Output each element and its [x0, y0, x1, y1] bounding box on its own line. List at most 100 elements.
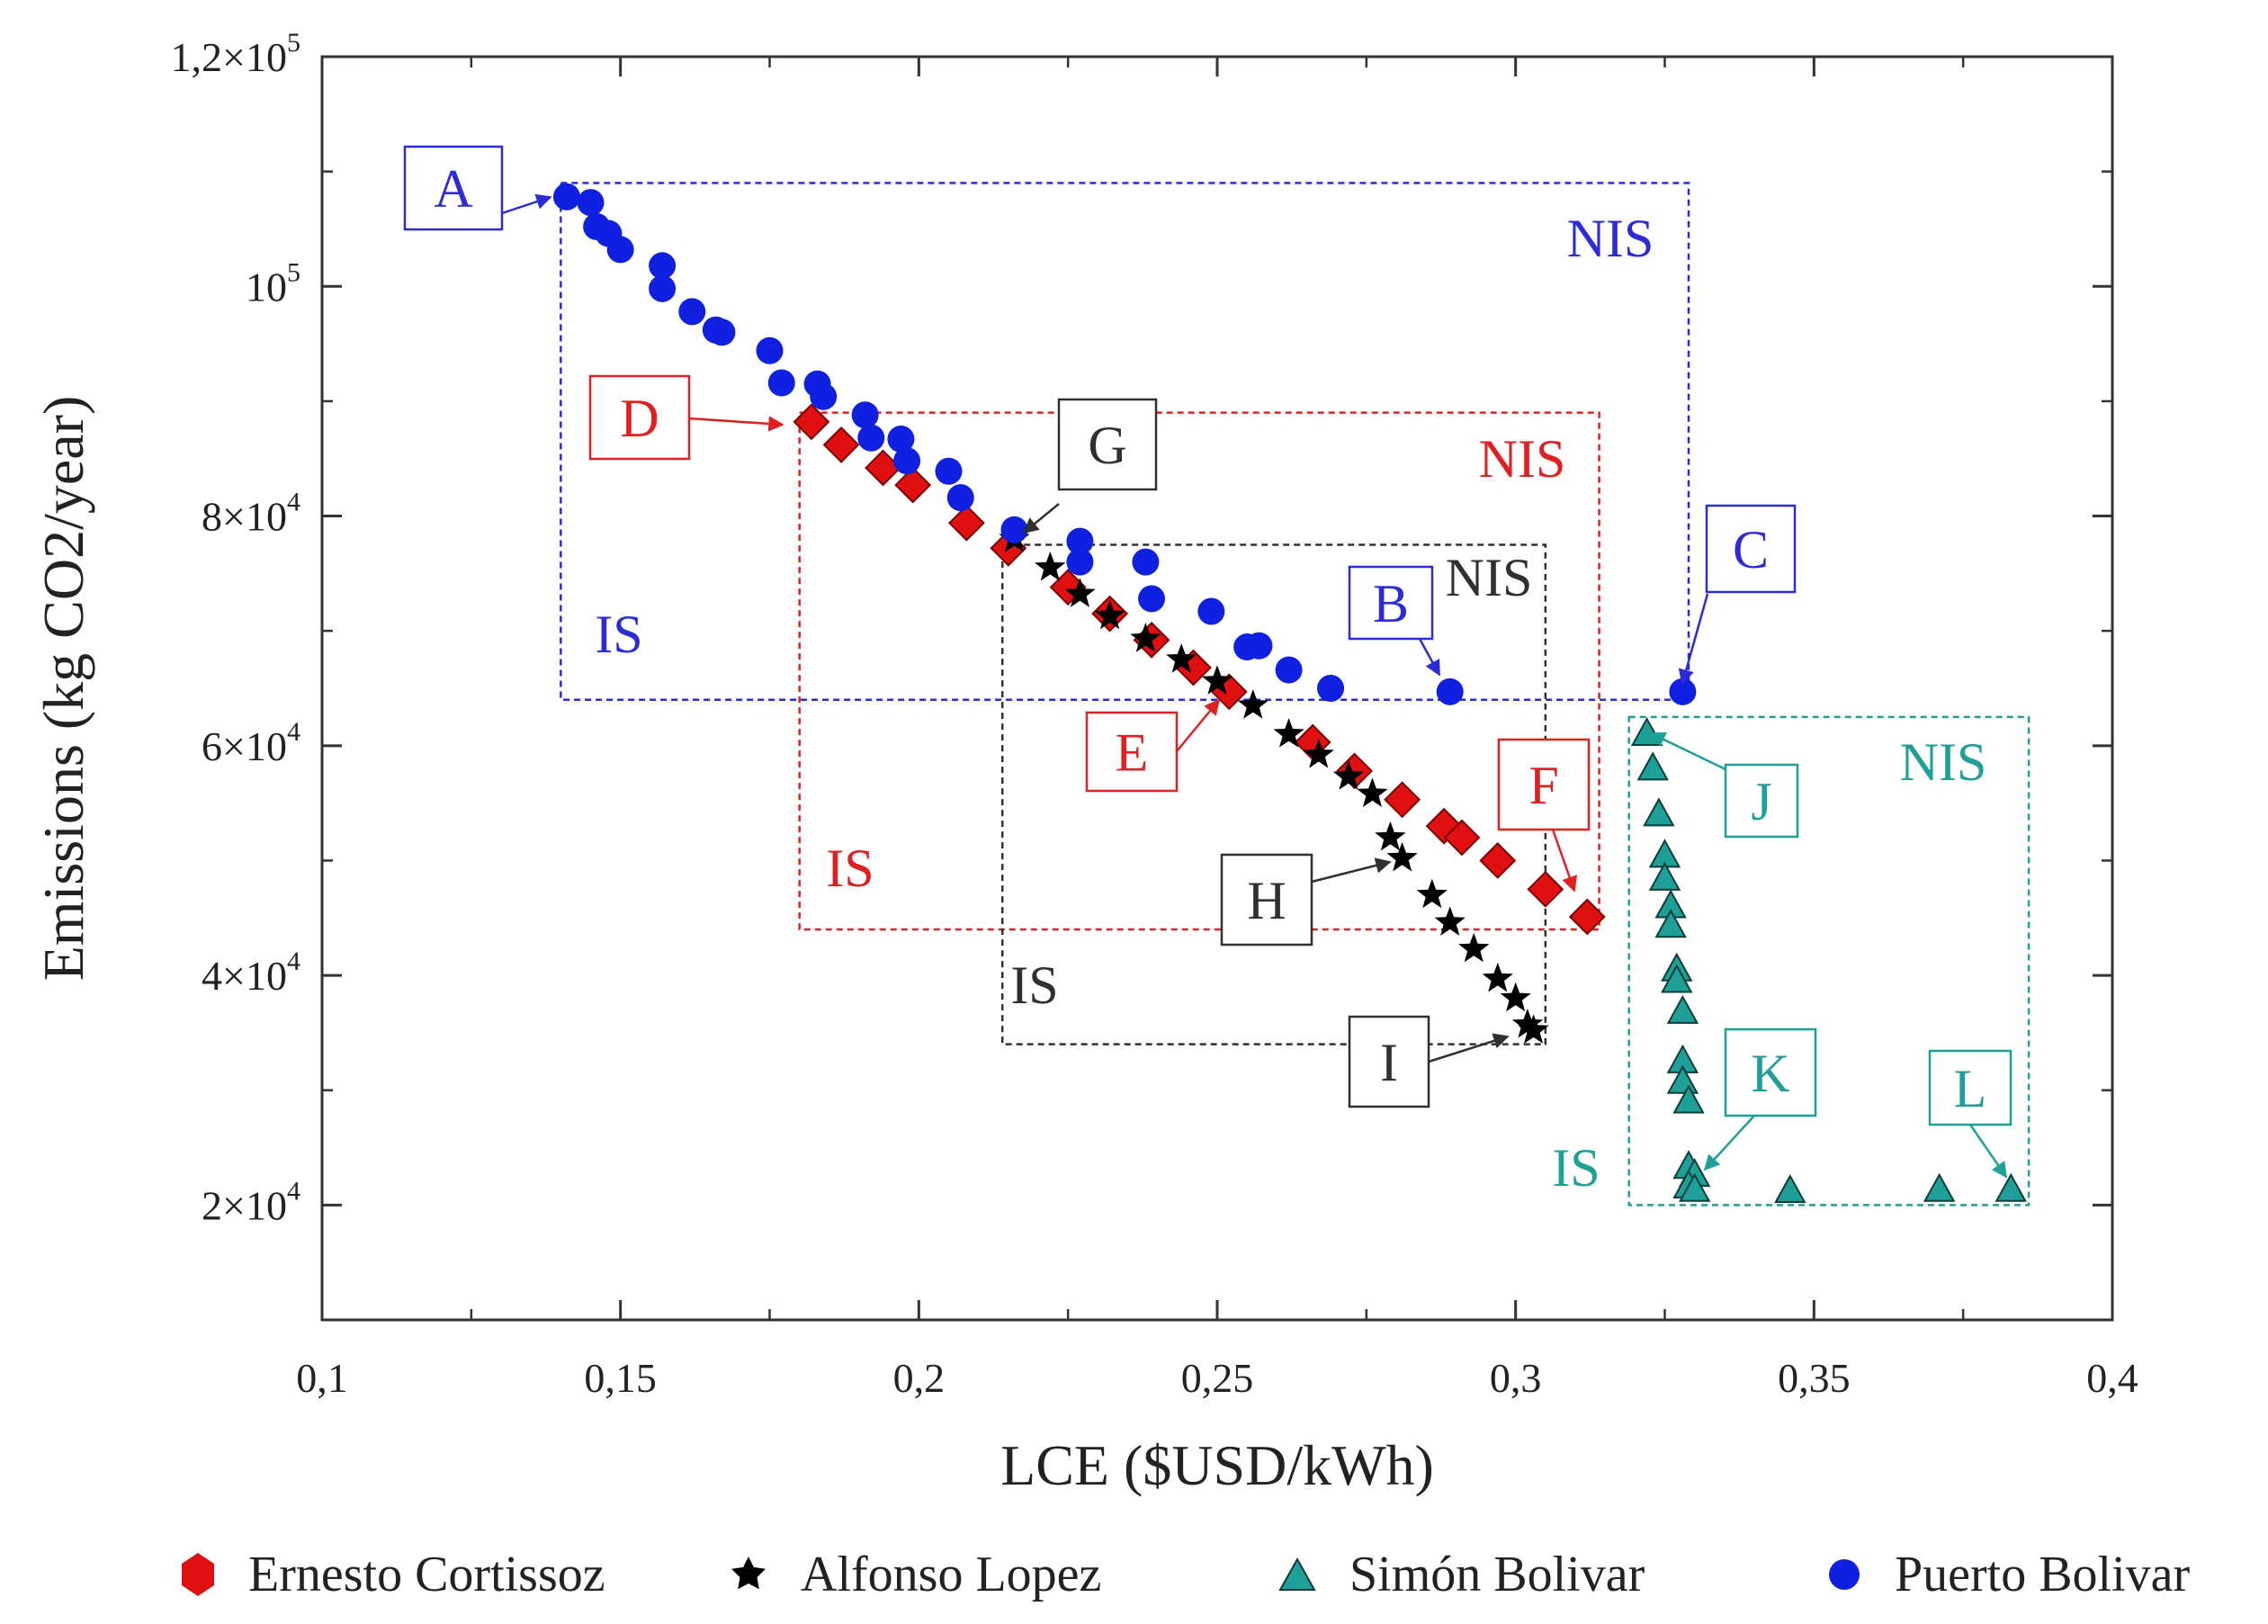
- data-point: [1443, 819, 1481, 857]
- data-point: [1479, 842, 1517, 879]
- legend-item-alfonso-lopez: Alfonso Lopez: [729, 1539, 1101, 1611]
- legend-item-simon-bolivar: Simón Bolivar: [1277, 1539, 1645, 1611]
- x-tick-label: 0,15: [584, 1355, 657, 1401]
- annotation-box: [403, 145, 504, 231]
- teal-triangle-icon: [1278, 1557, 1316, 1591]
- data-point: [1630, 716, 1663, 747]
- annotation-i: I: [1348, 1015, 1510, 1108]
- legend-label: Simón Bolivar: [1349, 1547, 1645, 1602]
- annotation-arrow: [1311, 857, 1392, 884]
- data-point: [893, 447, 921, 475]
- region-teal-is-label: IS: [1552, 1138, 1600, 1198]
- data-point: [887, 426, 915, 453]
- region-blue-box: [560, 182, 1690, 702]
- series-alfonso-lopez: [999, 523, 1549, 1044]
- legend-label: Ernesto Cortissoz: [248, 1547, 605, 1602]
- data-point: [606, 236, 634, 264]
- data-point: [1636, 751, 1669, 781]
- data-point: [1201, 665, 1233, 695]
- annotation-letter: A: [434, 159, 472, 219]
- data-point: [1527, 870, 1564, 908]
- series-puerto-bolivar: [552, 183, 1697, 705]
- data-point: [1197, 597, 1225, 625]
- data-point: [851, 401, 879, 429]
- annotation-box: [588, 374, 691, 461]
- point-annotations: A B C D E F G H I J K L: [403, 145, 2013, 1179]
- data-point: [935, 457, 963, 485]
- annotation-box: [1497, 738, 1591, 831]
- data-point: [1436, 677, 1464, 705]
- annotation-arrow: [501, 193, 552, 215]
- y-tick-mantissa: 8×10: [202, 494, 287, 540]
- legend-item-puerto-bolivar: Puerto Bolivar: [1826, 1539, 2190, 1611]
- annotation-d: D: [588, 374, 784, 461]
- data-point: [678, 298, 706, 326]
- annotation-letter: B: [1373, 574, 1409, 633]
- annotation-letter: C: [1733, 520, 1769, 579]
- region-blue-is-label: IS: [595, 605, 642, 664]
- annotation-letter: G: [1088, 416, 1126, 475]
- blue-circle-icon: [1829, 1559, 1860, 1590]
- annotation-box: [1724, 1027, 1817, 1117]
- data-point: [552, 183, 580, 211]
- data-point: [649, 274, 677, 302]
- annotation-l: L: [1928, 1049, 2013, 1179]
- data-point: [708, 319, 736, 346]
- annotation-arrow: [688, 416, 784, 432]
- data-point: [1434, 906, 1466, 936]
- annotation-letter: D: [620, 389, 659, 448]
- region-black-is-label: IS: [1010, 956, 1058, 1015]
- region-teal-nis-label: NIS: [1900, 732, 1987, 792]
- y-tick-mantissa: 10: [246, 264, 287, 310]
- y-tick-exponent: 4: [287, 717, 300, 747]
- data-point: [947, 504, 985, 542]
- data-point: [1273, 718, 1304, 748]
- data-point: [1275, 656, 1303, 684]
- y-tick-mantissa: 4×10: [202, 953, 287, 999]
- red-hexagon-icon: [182, 1553, 214, 1596]
- x-tick-label: 0,4: [2086, 1355, 2138, 1401]
- data-point: [1064, 578, 1096, 607]
- data-point: [1568, 898, 1606, 936]
- annotation-arrow: [1418, 638, 1441, 677]
- y-tick-label: 4×104: [202, 947, 300, 999]
- x-tick-label: 0,1: [296, 1355, 348, 1401]
- annotation-letter: E: [1116, 723, 1149, 783]
- data-point: [1678, 1172, 1711, 1202]
- black-star-icon: [731, 1557, 766, 1590]
- x-tick-label: 0,3: [1490, 1355, 1542, 1401]
- y-axis-title: Emissions (kg CO2/year): [31, 396, 95, 982]
- region-red-nis-label: NIS: [1479, 429, 1566, 489]
- data-point: [857, 424, 885, 452]
- data-point: [577, 189, 605, 217]
- y-tick-label: 2×104: [202, 1176, 300, 1228]
- legend: Ernesto Cortissoz Alfonso Lopez Simón Bo…: [0, 1539, 2268, 1611]
- y-tick-exponent: 5: [287, 257, 300, 287]
- data-point: [1357, 777, 1388, 807]
- data-point: [894, 466, 932, 504]
- data-point: [1000, 516, 1028, 543]
- region-teal-box: [1627, 715, 2030, 1207]
- annotation-box: [1705, 504, 1797, 594]
- data-point: [1130, 623, 1161, 652]
- y-tick-mantissa: 1,2×10: [171, 34, 287, 80]
- legend-item-ernesto-cortissoz: Ernesto Cortissoz: [180, 1539, 605, 1611]
- annotation-arrow: [1649, 731, 1726, 771]
- data-point: [1995, 1172, 2027, 1202]
- data-point: [1245, 632, 1273, 659]
- annotation-h: H: [1220, 853, 1392, 947]
- annotation-f: F: [1497, 738, 1591, 893]
- data-point: [1458, 932, 1490, 963]
- data-point: [1094, 599, 1125, 630]
- annotation-box: [1928, 1049, 2013, 1126]
- annotation-arrow: [1968, 1124, 2008, 1179]
- y-tick-exponent: 4: [287, 947, 300, 976]
- y-tick-exponent: 5: [287, 28, 300, 58]
- annotation-a: A: [403, 145, 552, 231]
- annotation-arrow: [1703, 1115, 1755, 1171]
- data-point: [1066, 548, 1094, 576]
- legend-label: Alfonso Lopez: [801, 1547, 1102, 1602]
- y-tick-exponent: 4: [287, 1176, 300, 1206]
- data-point: [1166, 643, 1197, 673]
- data-point: [1666, 1064, 1699, 1094]
